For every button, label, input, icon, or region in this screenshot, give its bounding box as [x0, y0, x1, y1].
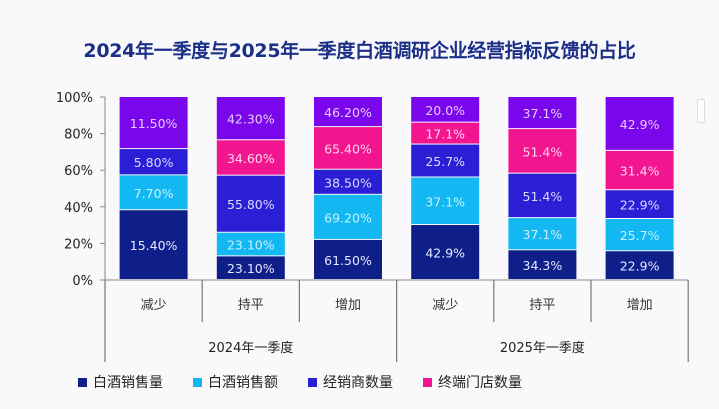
bar-segment-2 [605, 219, 674, 251]
data-label: 34.3% [523, 258, 563, 273]
data-label: 34.60% [227, 151, 275, 166]
data-label: 55.80% [227, 197, 275, 212]
y-tick-label: 100% [56, 91, 93, 106]
bar-segment-3 [411, 144, 480, 177]
x-group-label: 2025年一季度 [500, 340, 585, 356]
data-label: 61.50% [324, 253, 372, 268]
bar-segment-4 [605, 150, 674, 190]
x-category-label: 增加 [627, 298, 653, 313]
bar-segment-4 [411, 122, 480, 144]
scroll-handle[interactable] [697, 99, 705, 123]
x-category-label: 持平 [529, 298, 555, 313]
y-tick-label: 40% [64, 201, 93, 216]
bar-segment-3 [216, 175, 285, 232]
legend-label: 白酒销售额 [208, 375, 278, 391]
y-tick-label: 60% [64, 164, 93, 179]
legend-label: 终端门店数量 [438, 375, 522, 391]
data-label: 38.50% [324, 175, 372, 190]
data-label: 17.1% [425, 127, 465, 142]
data-label: 22.9% [620, 259, 660, 274]
bar-segment-2 [508, 218, 577, 250]
bar-segment-1 [119, 210, 188, 279]
data-label: 25.7% [425, 154, 465, 169]
bar-segment-5 [411, 97, 480, 122]
data-label: 20.0% [425, 103, 465, 118]
legend-item: 经销商数量 [308, 372, 393, 392]
bar-segment-2 [119, 175, 188, 210]
bar-segment-5 [605, 97, 674, 150]
data-label: 65.40% [324, 141, 372, 156]
legend-item: 终端门店数量 [423, 372, 522, 392]
bar-segment-2 [314, 194, 382, 239]
data-label: 69.20% [324, 210, 372, 225]
y-tick-label: 20% [64, 237, 93, 252]
data-label: 11.50% [130, 116, 178, 131]
bar-segment-5 [216, 97, 285, 140]
bar-segment-1 [216, 256, 285, 279]
bar-segment-3 [508, 173, 577, 218]
bar-segment-2 [216, 232, 285, 256]
y-tick-label: 80% [64, 128, 93, 143]
legend-item: 白酒销售额 [193, 372, 278, 392]
bar-segment-4 [314, 127, 382, 169]
data-label: 23.10% [227, 238, 275, 253]
data-label: 37.1% [523, 106, 563, 121]
bar-segment-5 [119, 97, 188, 149]
bar-segment-3 [314, 169, 382, 194]
data-label: 42.30% [227, 112, 275, 127]
bar-segment-3 [119, 149, 188, 175]
data-label: 7.70% [134, 186, 174, 201]
data-label: 46.20% [324, 105, 372, 120]
bar-segment-5 [508, 97, 577, 129]
legend-swatch [423, 377, 432, 387]
bar-segment-1 [314, 239, 382, 279]
data-label: 22.9% [620, 198, 660, 213]
legend-swatch [193, 377, 202, 387]
bar-segment-1 [508, 250, 577, 279]
legend-swatch [308, 377, 317, 387]
x-category-label: 减少 [432, 298, 458, 313]
data-label: 37.1% [523, 227, 563, 242]
data-label: 42.9% [620, 117, 660, 132]
legend-swatch [78, 377, 87, 387]
bar-segment-1 [411, 225, 480, 279]
bar-segment-4 [508, 129, 577, 173]
data-label: 42.9% [425, 246, 465, 261]
data-label: 5.80% [134, 155, 174, 170]
x-category-label: 减少 [141, 298, 167, 313]
legend-label: 白酒销售量 [93, 375, 163, 391]
data-label: 37.1% [425, 194, 465, 209]
x-group-label: 2024年一季度 [208, 340, 293, 356]
bar-segment-4 [216, 140, 285, 175]
x-category-label: 增加 [335, 298, 361, 313]
data-label: 23.10% [227, 261, 275, 276]
bar-segment-2 [411, 177, 480, 225]
data-label: 51.4% [523, 189, 563, 204]
data-label: 51.4% [523, 144, 563, 159]
data-label: 31.4% [620, 164, 660, 179]
y-tick-label: 0% [72, 274, 93, 289]
chart-title: 2024年一季度与2025年一季度白酒调研企业经营指标反馈的占比 [83, 40, 636, 62]
bar-segment-1 [605, 251, 674, 279]
bar-segment-5 [314, 97, 382, 127]
legend: 白酒销售量 白酒销售额 经销商数量 终端门店数量 [78, 372, 522, 392]
legend-label: 经销商数量 [323, 375, 393, 391]
data-label: 25.7% [620, 228, 660, 243]
x-category-label: 持平 [238, 298, 264, 313]
bar-segment-3 [605, 190, 674, 218]
legend-item: 白酒销售量 [78, 372, 163, 392]
data-label: 15.40% [130, 238, 178, 253]
